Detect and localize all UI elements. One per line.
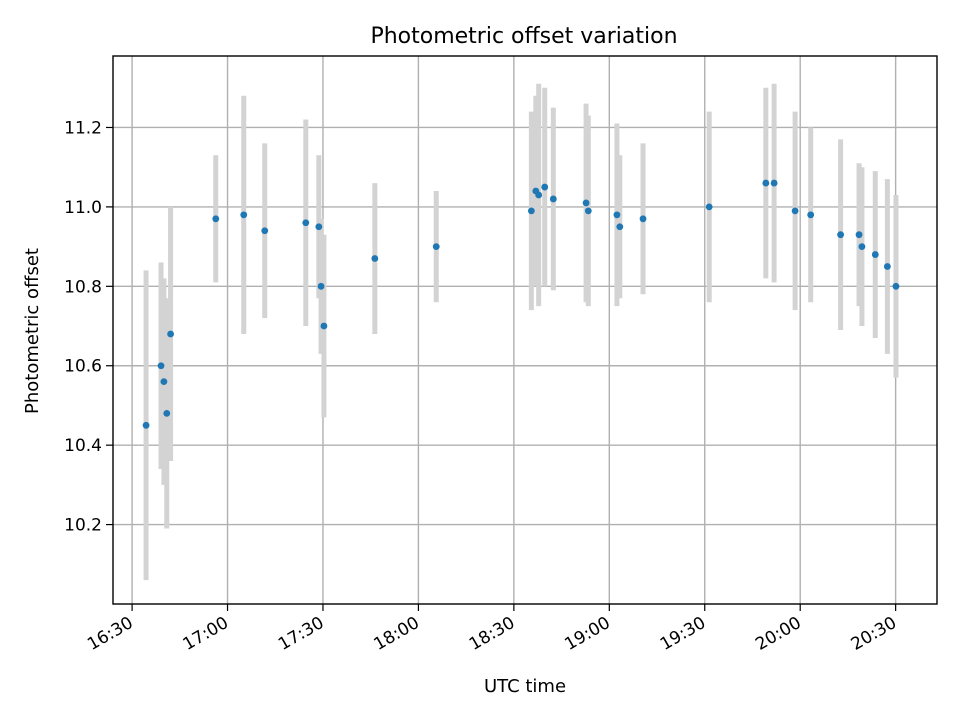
data-point <box>770 179 778 187</box>
data-point <box>883 263 891 270</box>
data-point <box>582 199 590 207</box>
y-axis: 10.2 10.4 10.6 10.8 11.0 11.2 <box>64 118 113 536</box>
data-point <box>163 409 171 417</box>
plot-frame <box>112 55 938 605</box>
data-point <box>639 215 647 223</box>
data-point <box>535 191 543 199</box>
data-point <box>527 207 535 215</box>
data-point <box>212 215 220 223</box>
chart-title: Photometric offset variation <box>370 24 677 49</box>
data-point <box>315 223 323 231</box>
data-point <box>142 421 150 429</box>
data-point <box>160 378 168 386</box>
data-point <box>541 183 549 191</box>
y-tick-label: 10.6 <box>64 357 102 377</box>
data-point <box>892 282 900 290</box>
y-tick-label: 11.0 <box>64 198 102 218</box>
data-points <box>142 179 900 429</box>
data-point <box>705 203 713 211</box>
y-tick-label: 10.8 <box>64 277 102 297</box>
grid <box>113 56 937 604</box>
data-point <box>855 231 863 239</box>
data-point <box>584 207 592 215</box>
data-point <box>167 330 174 338</box>
data-point <box>261 227 269 235</box>
y-tick-label: 10.4 <box>64 436 102 456</box>
data-point <box>616 223 624 231</box>
data-point <box>858 243 866 251</box>
data-point <box>371 255 379 262</box>
data-point <box>432 243 440 251</box>
y-tick-label: 11.2 <box>64 118 102 138</box>
data-point <box>762 179 770 187</box>
data-point <box>240 211 248 219</box>
data-point <box>320 322 328 330</box>
data-point <box>791 207 799 215</box>
plot-area <box>113 56 937 604</box>
data-point <box>317 282 325 290</box>
x-axis-label: UTC time <box>484 676 566 697</box>
data-point <box>871 251 879 258</box>
data-point <box>613 211 621 219</box>
data-point <box>302 219 310 227</box>
data-point <box>549 195 557 203</box>
y-tick-label: 10.2 <box>64 516 102 536</box>
data-point <box>807 211 815 219</box>
y-axis-label: Photometric offset <box>22 248 43 414</box>
data-point <box>837 231 845 239</box>
data-point <box>157 362 165 370</box>
